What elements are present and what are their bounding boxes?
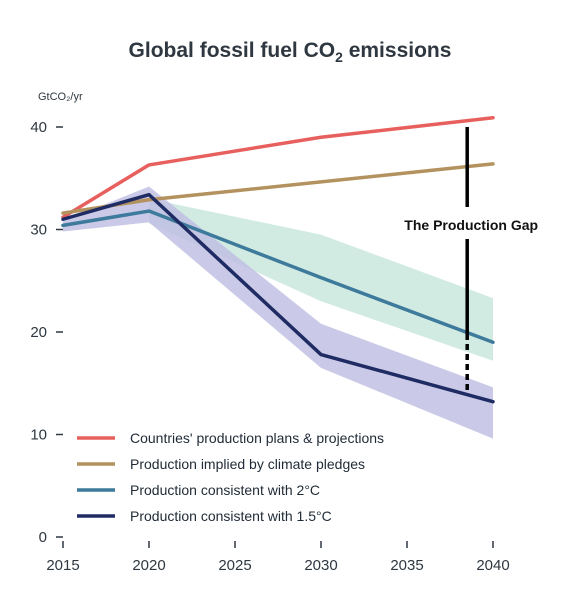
series-line-3: [61, 192, 495, 404]
x-tick-label: 2030: [304, 557, 337, 574]
chart-title: Global fossil fuel CO2 emissions: [129, 39, 452, 65]
series-line-1: [61, 162, 495, 215]
y-tick-label: 40: [30, 119, 47, 136]
gap-label: The Production Gap: [404, 217, 538, 233]
x-tick-label: 2040: [476, 557, 509, 574]
series-lines: [61, 116, 495, 404]
legend-label-3: Production consistent with 1.5°C: [130, 508, 332, 524]
legend: Countries' production plans & projection…: [77, 430, 384, 524]
production-gap-annotation: The Production Gap: [404, 127, 538, 392]
x-tick-label: 2015: [46, 557, 79, 574]
y-tick-label: 0: [39, 529, 47, 546]
x-axis: 2015 2020 2025 2030 2035 2040: [46, 541, 510, 574]
chart-title-subscript: 2: [335, 49, 343, 65]
band-2: [149, 198, 493, 361]
x-tick-label: 2020: [132, 557, 165, 574]
chart-title-main: Global fossil fuel CO: [129, 39, 336, 62]
legend-label-2: Production consistent with 2°C: [130, 482, 320, 498]
x-tick-label: 2025: [218, 557, 251, 574]
y-axis-unit-label: GtCO₂/yr: [38, 91, 83, 103]
legend-label-1: Production implied by climate pledges: [130, 456, 365, 472]
legend-label-0: Countries' production plans & projection…: [130, 430, 384, 446]
series-line-2: [61, 209, 495, 344]
y-tick-label: 10: [30, 427, 47, 444]
y-tick-label: 20: [30, 324, 47, 341]
y-axis: 0 10 20 30 40: [30, 119, 63, 546]
y-tick-label: 30: [30, 222, 47, 239]
series-line-0: [61, 116, 495, 219]
x-tick-label: 2035: [390, 557, 423, 574]
chart-title-suffix: emissions: [343, 39, 452, 62]
